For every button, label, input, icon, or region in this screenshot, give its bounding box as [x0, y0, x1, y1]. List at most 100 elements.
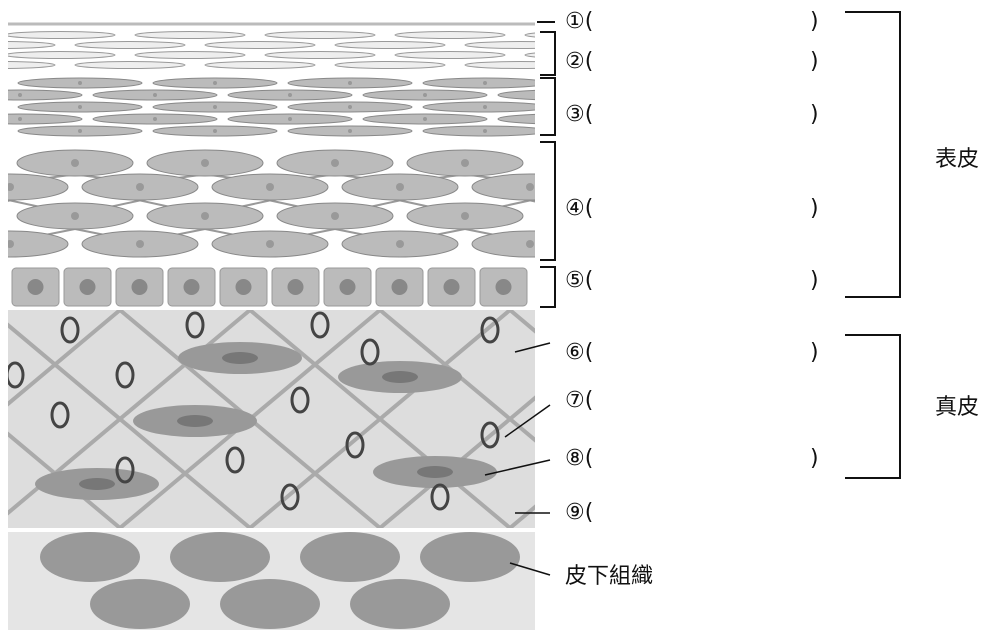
- cell: [8, 89, 83, 101]
- nucleus: [8, 240, 14, 248]
- cell: [8, 113, 83, 125]
- layer-label: ⑤(: [565, 268, 593, 293]
- pointer: [509, 562, 551, 576]
- nucleus: [213, 105, 217, 109]
- cell: [8, 41, 56, 49]
- cell: [8, 61, 56, 69]
- fat-cell: [90, 579, 190, 629]
- dermis-fibers: [8, 310, 900, 528]
- desmosome: [8, 198, 46, 209]
- elastic-ring: [280, 483, 300, 511]
- layer-label-close: ): [810, 102, 819, 127]
- nucleus: [331, 159, 339, 167]
- cell: [74, 61, 186, 69]
- collagen-fiber: [640, 310, 900, 528]
- elastic-ring: [310, 311, 330, 339]
- nucleus: [526, 240, 534, 248]
- nucleus: [266, 183, 274, 191]
- nucleus: [558, 117, 562, 121]
- nucleus: [131, 279, 148, 295]
- nucleus: [461, 159, 469, 167]
- cell: [134, 51, 246, 59]
- nucleus: [213, 81, 217, 85]
- layer-label: ①(: [565, 9, 593, 34]
- nucleus: [27, 279, 44, 295]
- nucleus: [461, 212, 469, 220]
- fat-cell: [350, 579, 450, 629]
- nucleus: [348, 129, 352, 133]
- desmosome: [570, 171, 630, 179]
- group-label: 表皮: [935, 147, 979, 172]
- dermis-bracket: [845, 334, 901, 479]
- cell: [497, 89, 535, 101]
- fat-cell: [300, 532, 400, 582]
- fat-cell: [40, 532, 140, 582]
- cell: [497, 113, 535, 125]
- fibroblast-nucleus: [222, 352, 258, 364]
- nucleus: [201, 212, 209, 220]
- elastic-ring: [60, 316, 80, 344]
- layer-label-close: ): [810, 196, 819, 221]
- collagen-fiber: [248, 310, 512, 528]
- nucleus: [71, 159, 79, 167]
- brackets: [484, 11, 901, 576]
- cell: [8, 31, 116, 39]
- nucleus: [288, 117, 292, 121]
- nucleus: [153, 93, 157, 97]
- nucleus: [8, 183, 14, 191]
- cell: [8, 51, 116, 59]
- layer-label: ⑥(: [565, 340, 593, 365]
- nucleus: [266, 240, 274, 248]
- nucleus: [423, 93, 427, 97]
- nucleus: [78, 105, 82, 109]
- pointer: [504, 404, 551, 438]
- fibroblast-nucleus: [417, 466, 453, 478]
- pointer: [540, 77, 556, 136]
- nucleus: [348, 105, 352, 109]
- nucleus: [78, 81, 82, 85]
- desmosome: [494, 198, 535, 209]
- cell: [204, 61, 316, 69]
- cell: [422, 125, 535, 137]
- nucleus: [391, 279, 408, 295]
- cell: [464, 41, 535, 49]
- cell: [204, 41, 316, 49]
- nucleus: [591, 159, 599, 167]
- pointer: [540, 31, 556, 76]
- nucleus: [136, 183, 144, 191]
- layer-label-close: ): [810, 446, 819, 471]
- nucleus: [495, 279, 512, 295]
- elastic-ring: [480, 421, 500, 449]
- cell: [334, 61, 446, 69]
- pointer: [514, 342, 551, 353]
- fibroblast-nucleus: [79, 478, 115, 490]
- nucleus: [483, 81, 487, 85]
- desmosome: [560, 224, 620, 236]
- subcutaneous-label: 皮下組織: [565, 564, 653, 589]
- elastic-ring: [185, 311, 205, 339]
- elastic-ring: [115, 361, 135, 389]
- layer-label: ④(: [565, 196, 593, 221]
- group-label: 真皮: [935, 395, 979, 420]
- nucleus: [79, 279, 96, 295]
- fat-cell: [420, 532, 520, 582]
- nucleus: [483, 105, 487, 109]
- nucleus: [287, 279, 304, 295]
- nucleus: [183, 279, 200, 295]
- nucleus: [18, 117, 22, 121]
- nucleus: [136, 240, 144, 248]
- cell: [8, 230, 69, 258]
- elastic-ring: [225, 446, 245, 474]
- pointer: [540, 266, 556, 308]
- layer-label: ②(: [565, 49, 593, 74]
- skin-illustration: [8, 22, 900, 630]
- elastic-ring: [50, 401, 70, 429]
- layer-label-close: ): [810, 340, 819, 365]
- cell: [264, 31, 376, 39]
- fat-cell: [170, 532, 270, 582]
- elastic-ring: [345, 431, 365, 459]
- cell: [422, 77, 535, 89]
- cell: [394, 51, 506, 59]
- nucleus: [153, 117, 157, 121]
- fibroblast-nucleus: [382, 371, 418, 383]
